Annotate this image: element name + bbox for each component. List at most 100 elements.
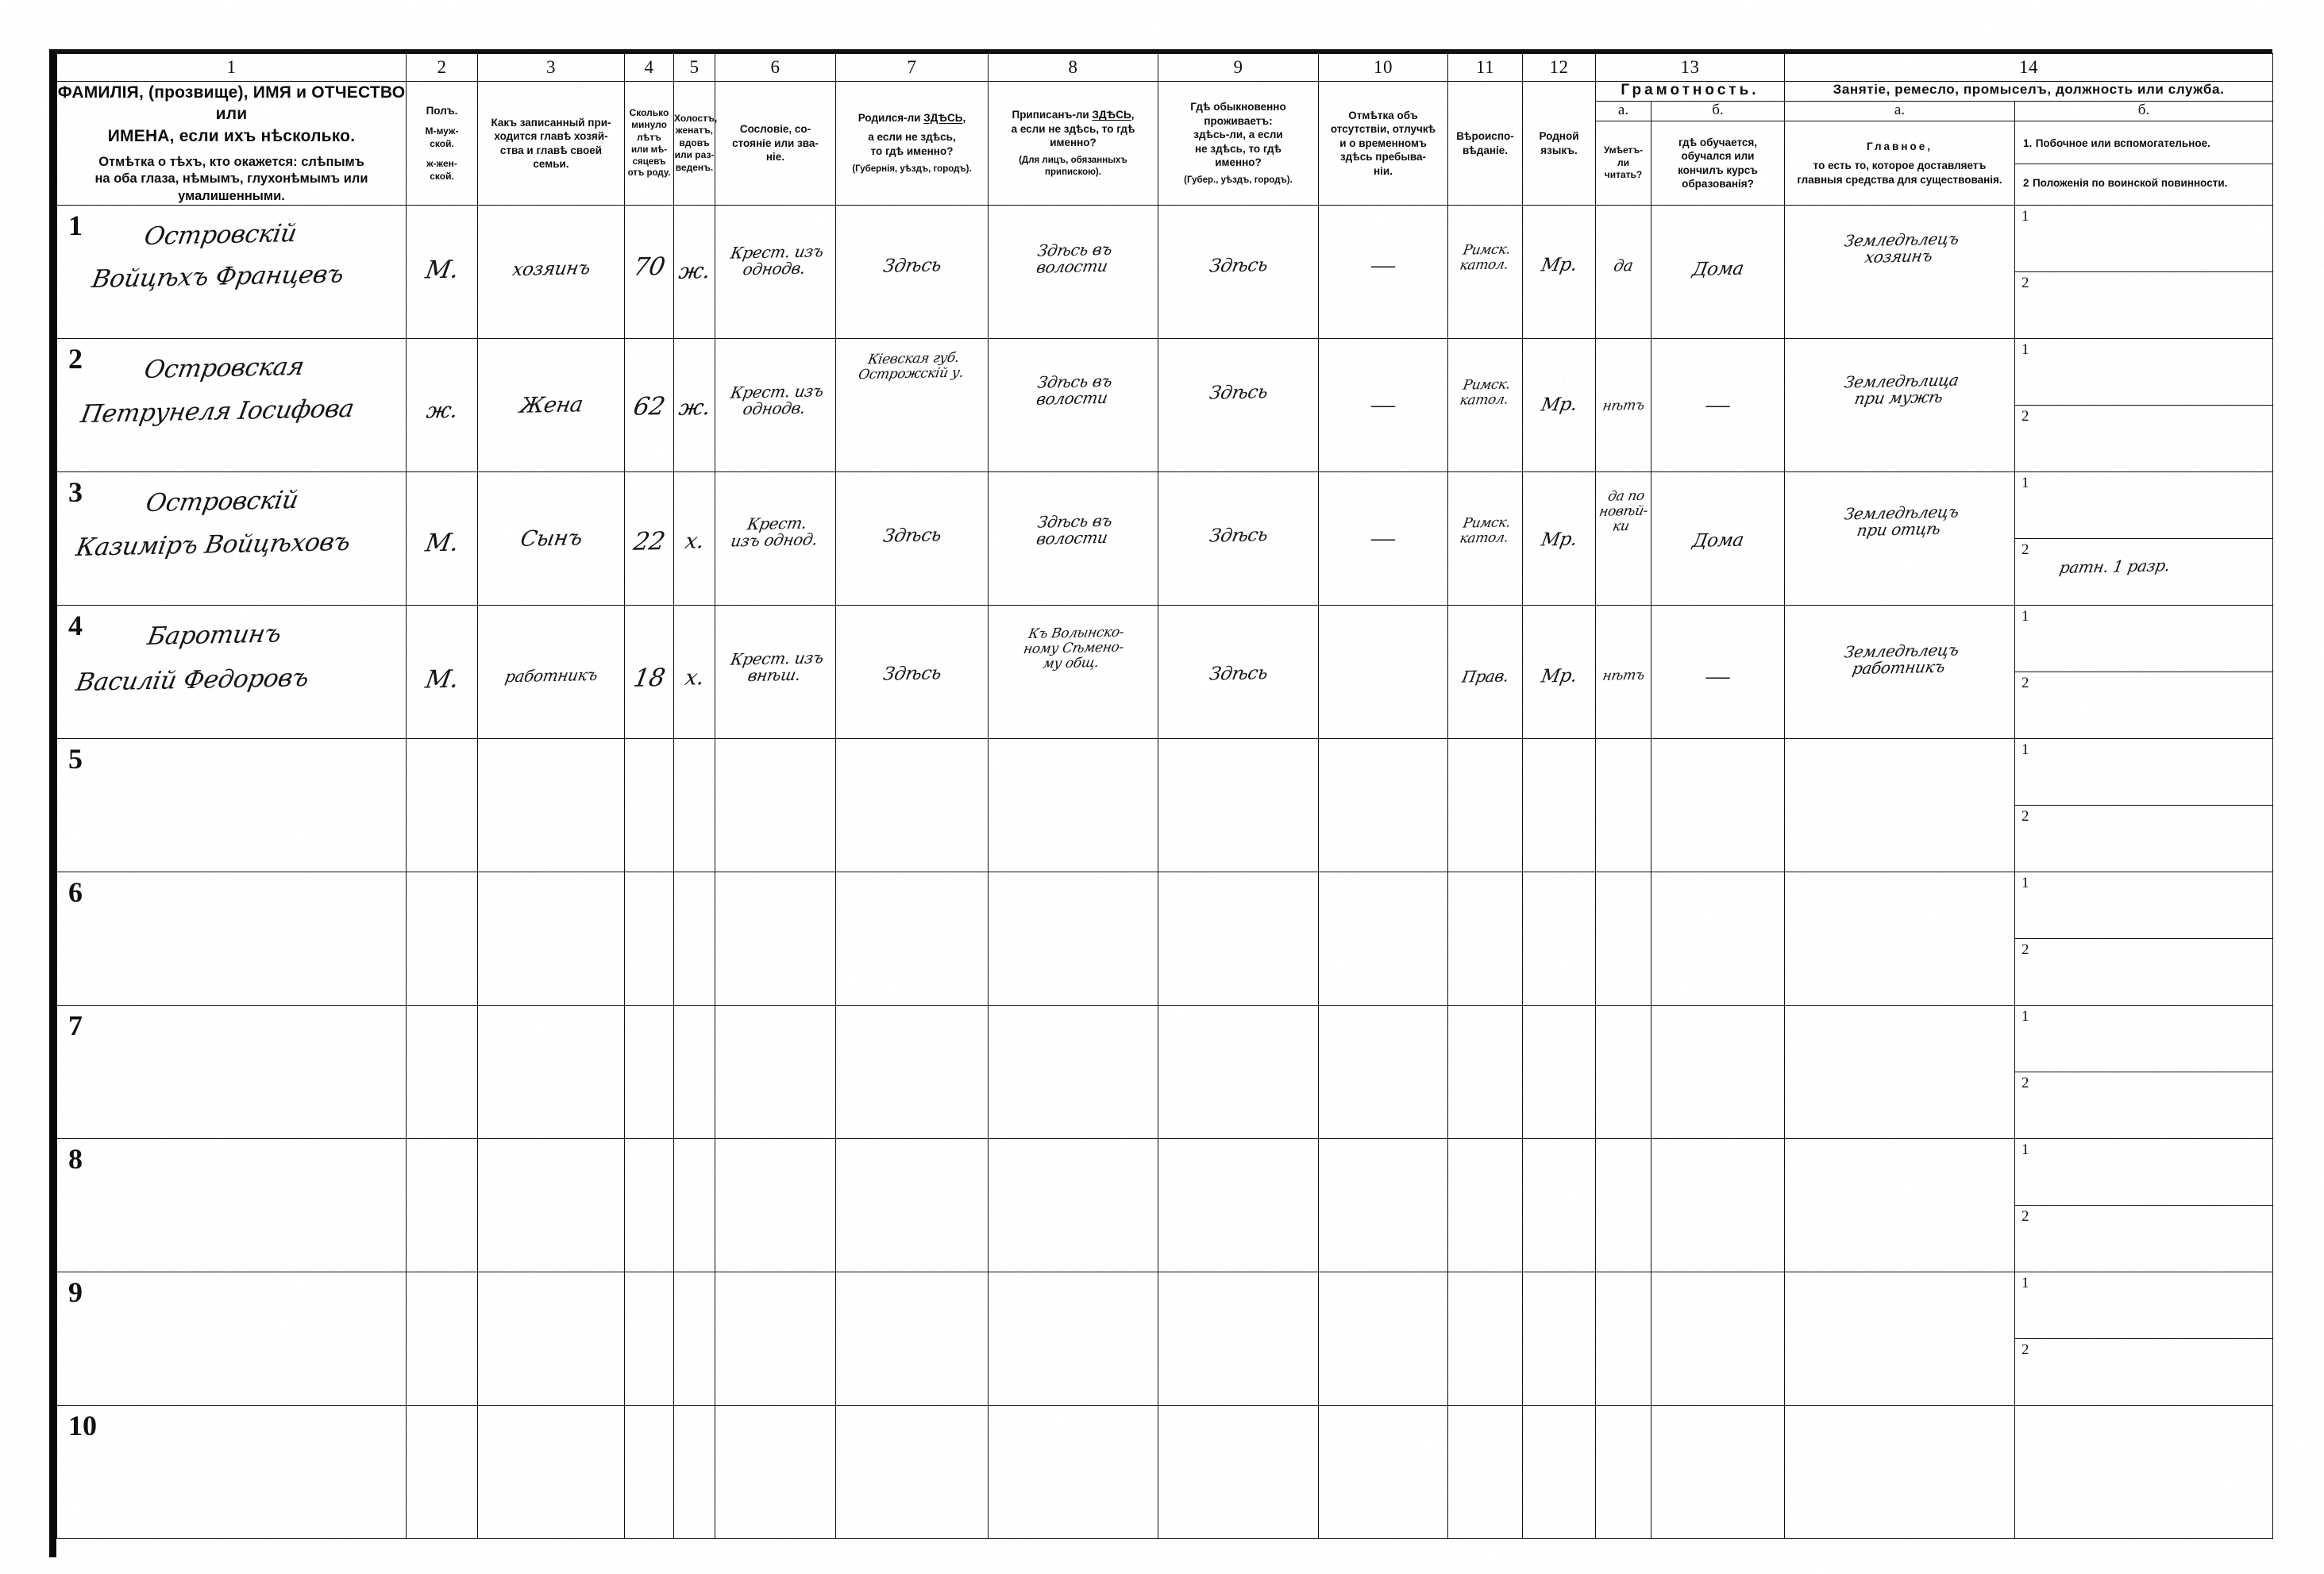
cell-residence[interactable]: Здѣсь	[1158, 338, 1319, 473]
cell-estate[interactable]	[715, 1138, 836, 1273]
cell-age[interactable]: 62	[624, 338, 674, 473]
cell-marital[interactable]: х.	[673, 471, 715, 606]
cell-occupation-side[interactable]: 1 2	[2014, 605, 2273, 740]
cell-marital[interactable]	[673, 1405, 715, 1540]
cell-relation[interactable]: работникъ	[477, 605, 625, 740]
cell-education[interactable]: Дома	[1651, 471, 1785, 606]
cell-residence[interactable]: Здѣсь	[1158, 605, 1319, 740]
cell-registered[interactable]: Здѣсь въ волости	[988, 338, 1158, 473]
cell-religion[interactable]	[1447, 738, 1523, 873]
cell-religion[interactable]: Прав.	[1447, 605, 1523, 740]
table-row[interactable]: 7 1 2	[56, 1005, 2273, 1140]
cell-residence[interactable]	[1158, 1138, 1319, 1273]
cell-registered[interactable]: Здѣсь въ волости	[988, 471, 1158, 606]
cell-language[interactable]	[1522, 1138, 1596, 1273]
cell-marital[interactable]	[673, 738, 715, 873]
cell-residence[interactable]: Здѣсь	[1158, 205, 1319, 340]
table-row[interactable]: 2 Островская Петрунеля Іосифова ж. Жена …	[56, 338, 2273, 473]
cell-occupation-side[interactable]: 1 2 ратн. 1 разр.	[2014, 471, 2273, 606]
cell-religion[interactable]	[1447, 872, 1523, 1006]
occupation-side-slot[interactable]: 1	[2015, 339, 2272, 406]
cell-age[interactable]: 22	[624, 471, 674, 606]
cell-absence[interactable]	[1318, 605, 1448, 740]
cell-language[interactable]	[1522, 1405, 1596, 1540]
cell-marital[interactable]	[673, 1005, 715, 1140]
cell-occupation-side[interactable]: 1 2	[2014, 338, 2273, 473]
military-status-slot[interactable]: 2	[2021, 274, 2029, 291]
cell-name[interactable]: 2 Островская Петрунеля Іосифова	[56, 338, 407, 473]
cell-literate[interactable]	[1595, 1005, 1651, 1140]
cell-occupation-main[interactable]	[1784, 738, 2015, 873]
cell-estate[interactable]: Крест. изъ однод.	[715, 471, 836, 606]
cell-name[interactable]: 9	[56, 1272, 407, 1407]
military-status-slot[interactable]: 2	[2021, 1074, 2029, 1091]
table-row[interactable]: 6 1 2	[56, 872, 2273, 1006]
cell-birthplace[interactable]: Здѣсь	[835, 605, 989, 740]
cell-marital[interactable]	[673, 1138, 715, 1273]
cell-residence[interactable]	[1158, 1272, 1319, 1407]
cell-relation[interactable]: Сынъ	[477, 471, 625, 606]
cell-registered[interactable]: Здѣсь въ волости	[988, 205, 1158, 340]
table-row[interactable]: 5 1 2	[56, 738, 2273, 873]
cell-registered[interactable]	[988, 738, 1158, 873]
cell-birthplace[interactable]: Здѣсь	[835, 205, 989, 340]
cell-occupation-side[interactable]: 1 2	[2014, 738, 2273, 873]
cell-estate[interactable]	[715, 738, 836, 873]
cell-education[interactable]	[1651, 738, 1785, 873]
cell-language[interactable]: Мр.	[1522, 605, 1596, 740]
cell-sex[interactable]	[406, 738, 478, 873]
cell-estate[interactable]	[715, 1405, 836, 1540]
occupation-side-slot[interactable]: 1	[2015, 1272, 2272, 1339]
occupation-side-slot[interactable]: 1	[2015, 872, 2272, 939]
cell-name[interactable]: 5	[56, 738, 407, 873]
cell-birthplace[interactable]	[835, 1405, 989, 1540]
table-row[interactable]: 8 1 2	[56, 1138, 2273, 1273]
cell-absence[interactable]: —	[1318, 205, 1448, 340]
cell-birthplace[interactable]: Кіевская губ. Острожскій у.	[835, 338, 989, 473]
cell-residence[interactable]: Здѣсь	[1158, 471, 1319, 606]
cell-relation[interactable]	[477, 872, 625, 1006]
cell-education[interactable]	[1651, 1005, 1785, 1140]
cell-occupation-side[interactable]: 1 2	[2014, 1272, 2273, 1407]
cell-registered[interactable]	[988, 1405, 1158, 1540]
cell-absence[interactable]	[1318, 872, 1448, 1006]
occupation-side-slot[interactable]	[2015, 1406, 2272, 1538]
cell-education[interactable]: —	[1651, 605, 1785, 740]
cell-occupation-main[interactable]	[1784, 1005, 2015, 1140]
cell-occupation-main[interactable]	[1784, 1405, 2015, 1540]
cell-age[interactable]	[624, 1272, 674, 1407]
cell-religion[interactable]	[1447, 1272, 1523, 1407]
cell-marital[interactable]: х.	[673, 605, 715, 740]
cell-relation[interactable]	[477, 1005, 625, 1140]
cell-relation[interactable]: хозяинъ	[477, 205, 625, 340]
cell-name[interactable]: 7	[56, 1005, 407, 1140]
cell-marital[interactable]	[673, 1272, 715, 1407]
cell-occupation-side[interactable]	[2014, 1405, 2273, 1540]
cell-age[interactable]	[624, 1405, 674, 1540]
cell-religion[interactable]: Римск. катол.	[1447, 205, 1523, 340]
cell-language[interactable]: Мр.	[1522, 338, 1596, 473]
cell-birthplace[interactable]	[835, 1138, 989, 1273]
cell-absence[interactable]	[1318, 1405, 1448, 1540]
cell-literate[interactable]	[1595, 1405, 1651, 1540]
cell-residence[interactable]	[1158, 738, 1319, 873]
cell-literate[interactable]	[1595, 1138, 1651, 1273]
cell-estate[interactable]: Крест. изъ однодв.	[715, 338, 836, 473]
table-row[interactable]: 10	[56, 1405, 2273, 1540]
cell-education[interactable]	[1651, 1405, 1785, 1540]
cell-name[interactable]: 10	[56, 1405, 407, 1540]
cell-language[interactable]	[1522, 738, 1596, 873]
occupation-side-slot[interactable]: 1	[2015, 1139, 2272, 1206]
cell-occupation-side[interactable]: 1 2	[2014, 872, 2273, 1006]
cell-registered[interactable]	[988, 872, 1158, 1006]
cell-sex[interactable]: ж.	[406, 338, 478, 473]
cell-language[interactable]	[1522, 872, 1596, 1006]
cell-religion[interactable]: Римск. катол.	[1447, 471, 1523, 606]
cell-relation[interactable]	[477, 1138, 625, 1273]
cell-residence[interactable]	[1158, 872, 1319, 1006]
cell-registered[interactable]: Къ Волынско- ному Сѣмено- му общ.	[988, 605, 1158, 740]
cell-marital[interactable]	[673, 872, 715, 1006]
cell-religion[interactable]: Римск. катол.	[1447, 338, 1523, 473]
table-row[interactable]: 3 Островскій Казимiръ Войцѣховъ М. Сынъ …	[56, 471, 2273, 606]
cell-education[interactable]	[1651, 872, 1785, 1006]
